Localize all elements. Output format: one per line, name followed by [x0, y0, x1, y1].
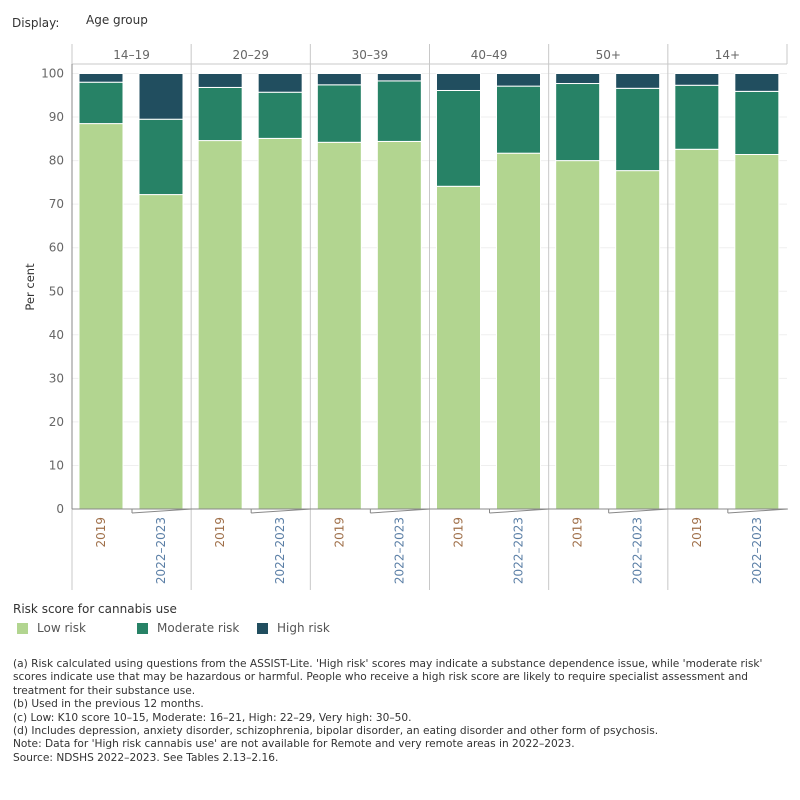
x-tick-label: 2022–2023 [392, 517, 406, 584]
y-tick-label: 20 [49, 415, 64, 429]
group-label: 30–39 [352, 48, 389, 62]
y-tick-label: 70 [49, 197, 64, 211]
display-label: Display: [12, 16, 60, 30]
bar-moderate-risk [674, 84, 720, 150]
legend-label: Low risk [37, 621, 86, 635]
bar-high-risk [734, 73, 780, 92]
bar-low-risk [78, 123, 124, 510]
bar-low-risk [376, 140, 422, 510]
bar-moderate-risk [197, 86, 243, 142]
x-tick [608, 508, 669, 514]
y-tick-label: 40 [49, 328, 64, 342]
x-tick-label: 2022–2023 [750, 517, 764, 584]
bar-high-risk [674, 73, 720, 86]
footnote-a: (a) Risk calculated using questions from… [13, 658, 763, 697]
bar-low-risk [316, 141, 362, 510]
x-tick-label: 2019 [571, 517, 585, 548]
bar-high-risk [138, 73, 184, 120]
footnote-b: (b) Used in the previous 12 months. [13, 698, 204, 711]
bar-high-risk [78, 73, 124, 83]
x-tick-label: 2022–2023 [154, 517, 168, 584]
x-tick-label: 2019 [452, 517, 466, 548]
bar-high-risk [436, 73, 481, 91]
display-selector[interactable]: Age group [86, 13, 148, 27]
group-label: 50+ [596, 48, 621, 62]
y-tick-label: 100 [41, 67, 64, 81]
bar-low-risk [615, 170, 661, 510]
x-tick-label: 2019 [213, 517, 227, 548]
legend-item-low-risk[interactable]: Low risk [17, 621, 86, 635]
y-tick-label: 30 [49, 371, 64, 385]
footnote-source: Source: NDSHS 2022–2023. See Tables 2.13… [13, 751, 279, 764]
footnote-c: (c) Low: K10 score 10–15, Moderate: 16–2… [13, 711, 412, 724]
group-label: 14+ [715, 48, 740, 62]
bar-high-risk [496, 73, 541, 87]
bar-low-risk [197, 140, 243, 510]
footnotes: (a) Risk calculated using questions from… [13, 658, 793, 765]
legend-swatch [137, 622, 148, 634]
bar-moderate-risk [496, 85, 541, 154]
legend-swatch [257, 622, 268, 634]
legend-label: Moderate risk [157, 621, 240, 635]
y-tick-label: 10 [49, 458, 64, 472]
group-label: 14–19 [113, 48, 150, 62]
y-tick-label: 0 [56, 502, 64, 516]
bar-moderate-risk [138, 118, 184, 196]
legend-title: Risk score for cannabis use [13, 602, 177, 616]
bar-low-risk [734, 154, 780, 510]
x-tick-label: 2019 [332, 517, 346, 548]
y-axis-label: Per cent [23, 263, 37, 311]
group-label: 20–29 [232, 48, 269, 62]
bar-moderate-risk [78, 81, 124, 125]
x-tick [489, 508, 550, 514]
bar-high-risk [555, 73, 601, 85]
x-tick [251, 508, 312, 514]
x-tick-label: 2019 [690, 517, 704, 548]
bar-moderate-risk [734, 90, 780, 156]
group-label: 40–49 [471, 48, 508, 62]
bar-low-risk [555, 160, 601, 510]
footnote-note: Note: Data for 'High risk cannabis use' … [13, 738, 575, 751]
bar-low-risk [496, 152, 541, 510]
x-tick [131, 508, 193, 514]
bar-low-risk [674, 148, 720, 510]
legend-item-high-risk[interactable]: High risk [257, 621, 330, 635]
y-tick-label: 60 [49, 241, 64, 255]
y-tick-label: 90 [49, 110, 64, 124]
bar-moderate-risk [436, 89, 481, 187]
bar-high-risk [376, 73, 422, 82]
bar-moderate-risk [316, 84, 362, 143]
bar-low-risk [436, 185, 481, 510]
x-tick-label: 2019 [94, 517, 108, 548]
bar-moderate-risk [615, 87, 661, 172]
legend-swatch [17, 622, 28, 634]
bar-low-risk [138, 194, 184, 510]
bar-moderate-risk [555, 83, 601, 162]
bar-high-risk [316, 73, 362, 86]
y-tick-label: 80 [49, 154, 64, 168]
bar-high-risk [615, 73, 661, 89]
bar-high-risk [197, 73, 243, 88]
x-tick [370, 508, 431, 514]
footnote-d: (d) Includes depression, anxiety disorde… [13, 725, 659, 738]
stacked-bar-chart: 0 10 20 30 40 50 60 70 80 90 100 Per cent 14–19 2019 2… [23, 44, 788, 590]
x-tick [727, 508, 788, 514]
bar-moderate-risk [376, 80, 422, 142]
x-tick-label: 2022–2023 [512, 517, 526, 584]
bar-high-risk [257, 73, 303, 93]
legend-label: High risk [277, 621, 330, 635]
x-tick-label: 2022–2023 [273, 517, 287, 584]
y-tick-label: 50 [49, 284, 64, 298]
legend-item-moderate-risk[interactable]: Moderate risk [137, 621, 239, 635]
x-tick-label: 2022–2023 [631, 517, 645, 584]
bar-low-risk [257, 137, 303, 510]
bar-moderate-risk [257, 91, 303, 139]
